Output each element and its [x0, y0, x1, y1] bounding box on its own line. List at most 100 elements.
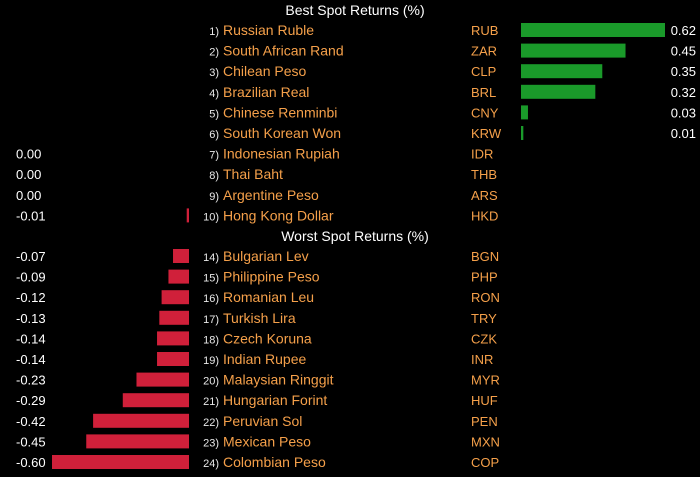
value-label: 0.32: [671, 85, 696, 100]
bar: [521, 43, 626, 58]
currency-name: Chinese Renminbi: [223, 104, 337, 120]
value-label: 0.00: [16, 167, 41, 182]
currency-name: Russian Ruble: [223, 22, 314, 38]
value-label: 0.03: [671, 105, 696, 120]
currency-code: CLP: [471, 64, 496, 79]
rank-label: 2): [209, 47, 219, 59]
currency-name: South African Rand: [223, 43, 344, 59]
rank-label: 4): [209, 88, 219, 100]
bar: [159, 310, 189, 325]
currency-code: BRL: [471, 85, 496, 100]
value-label: -0.14: [16, 331, 46, 346]
rank-label: 24): [203, 458, 219, 470]
value-label: -0.29: [16, 393, 46, 408]
currency-name: Argentine Peso: [223, 187, 319, 203]
currency-name: Bulgarian Lev: [223, 248, 309, 264]
currency-name: South Korean Won: [223, 125, 341, 141]
currency-name: Mexican Peso: [223, 433, 311, 449]
currency-name: Philippine Peso: [223, 269, 320, 285]
currency-code: MYR: [471, 373, 500, 388]
currency-code: PHP: [471, 270, 498, 285]
currency-name: Czech Koruna: [223, 330, 312, 346]
value-label: -0.01: [16, 208, 46, 223]
value-label: 0.00: [16, 188, 41, 203]
currency-code: RUB: [471, 23, 498, 38]
value-label: -0.14: [16, 352, 46, 367]
bar: [136, 372, 189, 387]
value-label: -0.13: [16, 311, 46, 326]
currency-code: PEN: [471, 414, 498, 429]
currency-name: Indian Rupee: [223, 351, 307, 367]
currency-name: Brazilian Real: [223, 84, 309, 100]
bar: [86, 434, 189, 449]
bar: [521, 105, 528, 120]
rank-label: 16): [203, 293, 219, 305]
currency-code: KRW: [471, 126, 502, 141]
value-label: 0.00: [16, 147, 41, 162]
value-label: -0.12: [16, 290, 46, 305]
bar: [52, 455, 189, 469]
rank-label: 10): [203, 211, 219, 223]
currency-name: Hong Kong Dollar: [223, 207, 334, 223]
rank-label: 15): [203, 273, 219, 285]
bar: [521, 23, 665, 37]
rank-label: 21): [203, 396, 219, 408]
currency-code: CZK: [471, 331, 497, 346]
currency-code: ZAR: [471, 44, 497, 59]
currency-name: Romanian Leu: [223, 289, 314, 305]
bar: [157, 352, 189, 366]
bar: [93, 413, 189, 428]
value-label: 0.01: [671, 126, 696, 141]
rank-label: 19): [203, 355, 219, 367]
bar: [186, 208, 189, 223]
rank-label: 20): [203, 376, 219, 388]
currency-name: Indonesian Rupiah: [223, 146, 340, 162]
value-label: -0.42: [16, 414, 46, 429]
currency-name: Thai Baht: [223, 166, 283, 182]
rank-label: 17): [203, 314, 219, 326]
currency-name: Turkish Lira: [223, 310, 296, 326]
bar: [122, 393, 189, 408]
value-label: -0.60: [16, 455, 46, 470]
value-label: 0.35: [671, 64, 696, 79]
bar: [521, 126, 524, 140]
worst-returns-title: Worst Spot Returns (%): [281, 228, 429, 244]
bar: [161, 290, 189, 305]
rank-label: 6): [209, 129, 219, 141]
rank-label: 18): [203, 334, 219, 346]
currency-code: HKD: [471, 208, 498, 223]
bar: [173, 249, 189, 263]
currency-code: ARS: [471, 188, 498, 203]
bar: [521, 64, 603, 79]
currency-name: Colombian Peso: [223, 454, 326, 470]
best-returns-title: Best Spot Returns (%): [285, 2, 425, 18]
currency-code: IDR: [471, 147, 493, 162]
currency-name: Chilean Peso: [223, 63, 306, 79]
bar: [521, 84, 596, 99]
bar: [157, 331, 189, 346]
value-label: 0.62: [671, 23, 696, 38]
currency-code: HUF: [471, 393, 498, 408]
rank-label: 14): [203, 252, 219, 264]
value-label: -0.45: [16, 434, 46, 449]
currency-code: COP: [471, 455, 499, 470]
bar: [168, 269, 189, 284]
rank-label: 5): [209, 108, 219, 120]
currency-code: MXN: [471, 434, 500, 449]
currency-name: Malaysian Ringgit: [223, 372, 334, 388]
rank-label: 8): [209, 170, 219, 182]
value-label: 0.45: [671, 44, 696, 59]
currency-name: Peruvian Sol: [223, 413, 302, 429]
value-label: -0.07: [16, 249, 46, 264]
currency-code: THB: [471, 167, 497, 182]
currency-code: CNY: [471, 105, 499, 120]
currency-code: INR: [471, 352, 493, 367]
rank-label: 9): [209, 191, 219, 203]
rank-label: 22): [203, 417, 219, 429]
value-label: -0.23: [16, 373, 46, 388]
currency-name: Hungarian Forint: [223, 392, 327, 408]
currency-code: RON: [471, 290, 500, 305]
rank-label: 3): [209, 67, 219, 79]
